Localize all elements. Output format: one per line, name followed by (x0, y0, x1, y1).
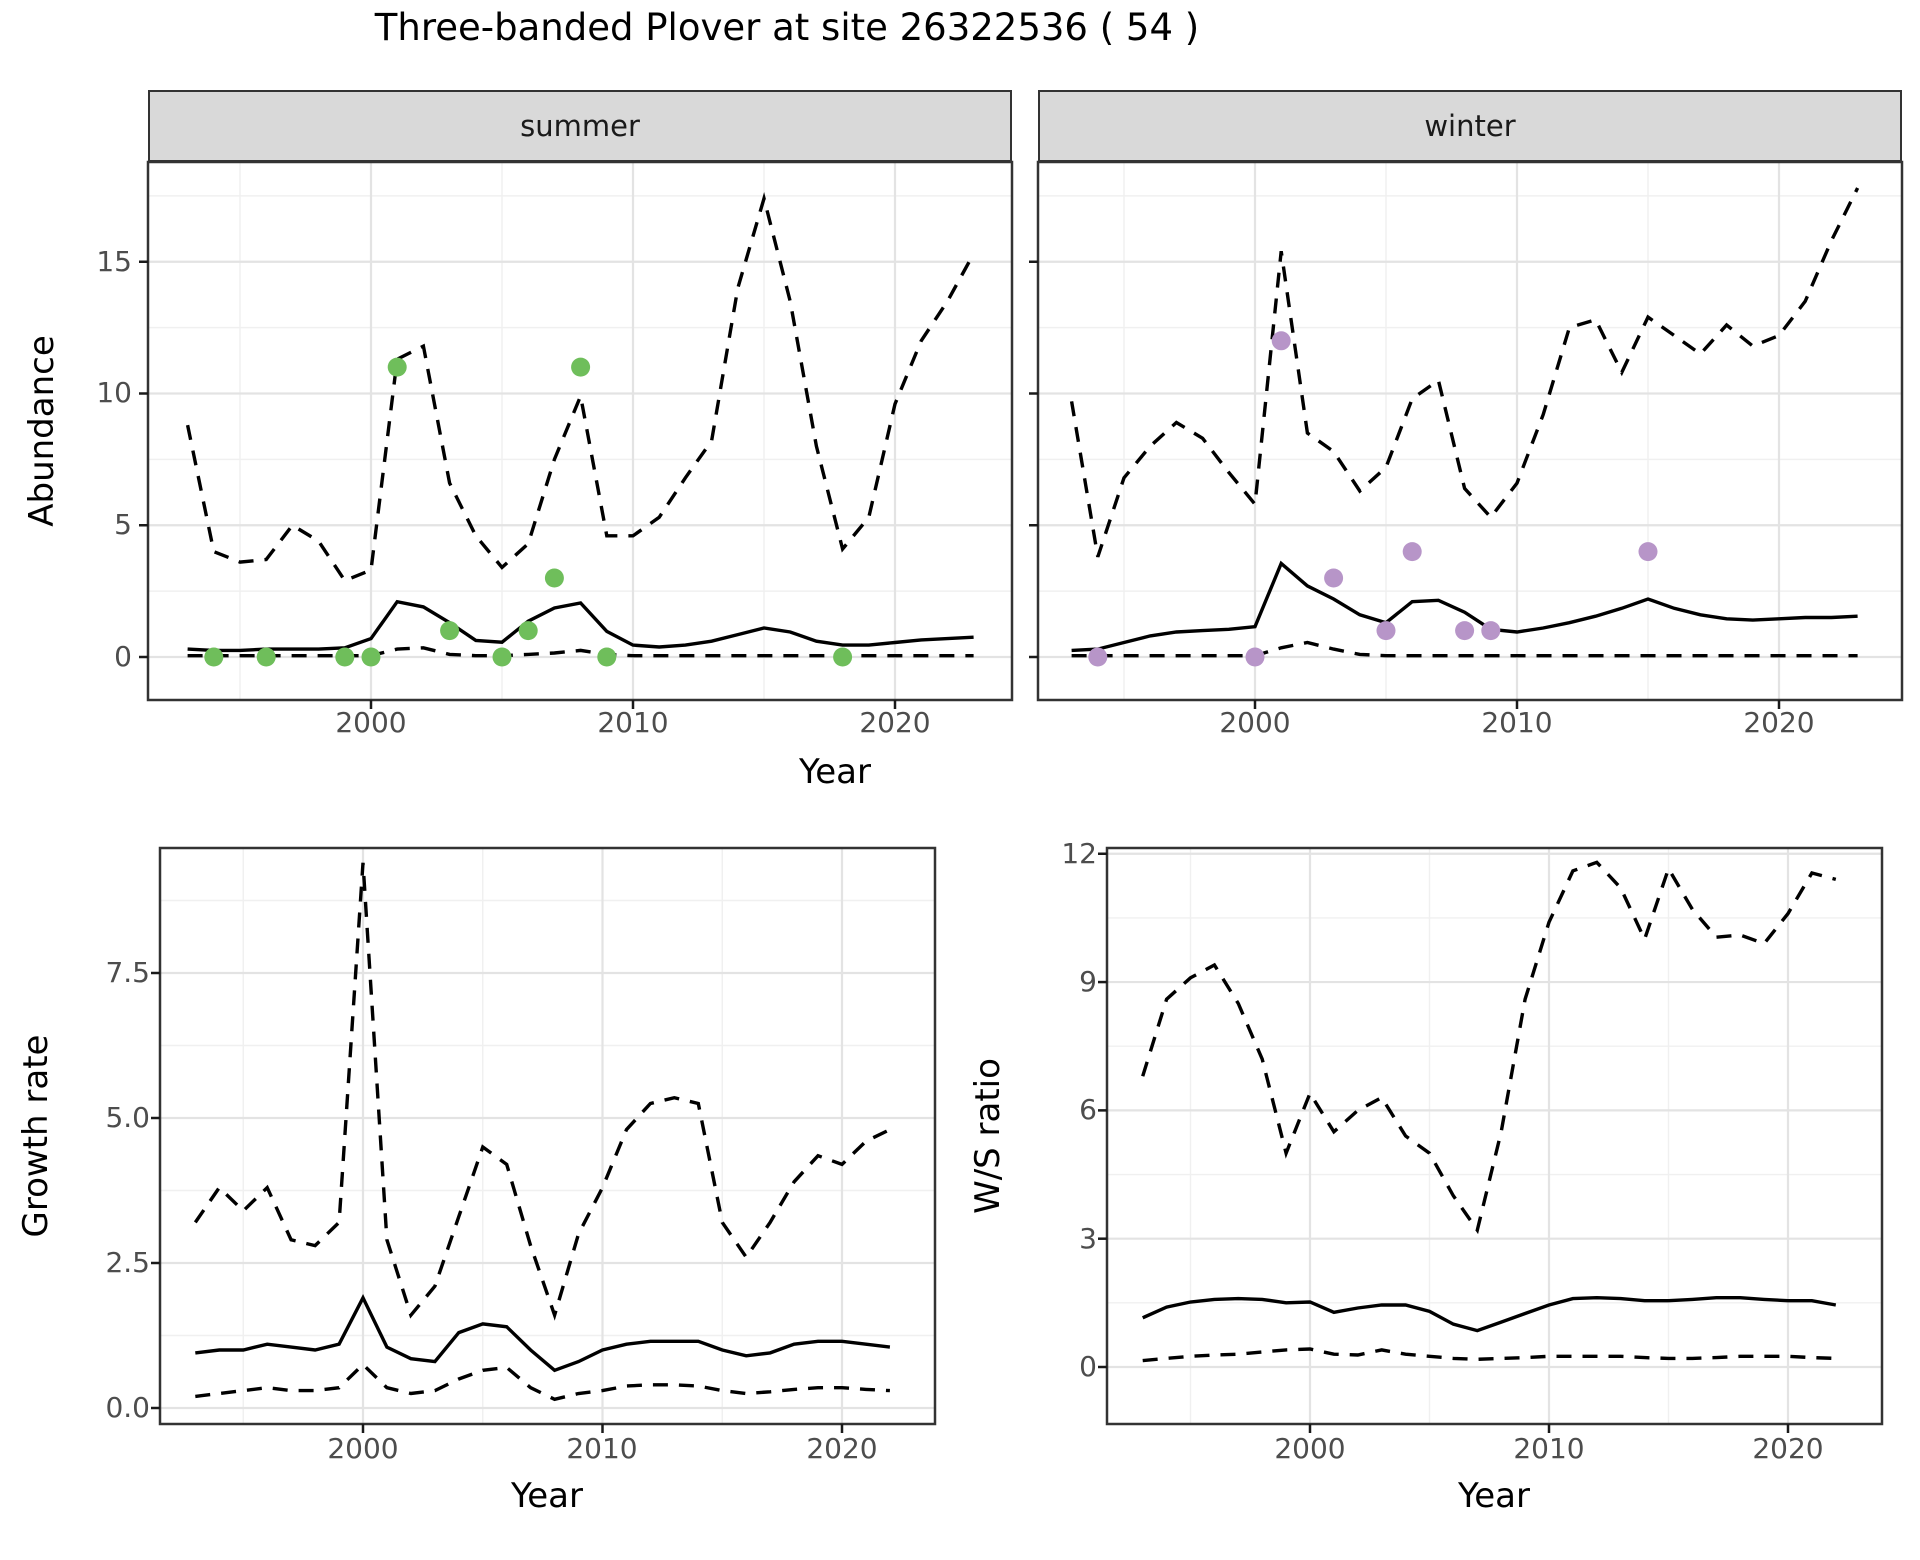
tick-label-ws-2000: 2000 (1274, 1432, 1346, 1465)
summer-observed-point (440, 621, 460, 641)
summer-observed-point (518, 621, 538, 641)
tick-label-summer-2020: 2020 (859, 706, 931, 739)
tick-label-growth-2010: 2010 (566, 1432, 638, 1465)
summer-observed-point (335, 647, 355, 667)
tick-label-ws-9: 9 (1079, 965, 1097, 998)
facet-strip-winter-label: winter (1424, 109, 1516, 143)
summer-observed-point (544, 568, 564, 588)
tick-label-winter-2000: 2000 (1219, 706, 1291, 739)
winter-observed-point (1324, 568, 1344, 588)
ws-panel-border (1105, 846, 1884, 1426)
winter-observed-point (1402, 542, 1422, 562)
ws-upper_ci-line (1141, 860, 1837, 1235)
tick-label-growth-0.0: 0.0 (105, 1391, 150, 1424)
tick-label-abundance-0: 0 (114, 640, 132, 673)
tick-label-abundance-10: 10 (96, 376, 132, 409)
winter-observed-point (1376, 621, 1396, 641)
winter-lower_ci-line (1071, 640, 1858, 658)
panel-ws (1098, 846, 1884, 1433)
tick-label-ws-2010: 2010 (1513, 1432, 1585, 1465)
winter-fit-line (1071, 560, 1858, 653)
tick-label-growth-2.5: 2.5 (105, 1246, 150, 1279)
winter-observed-point (1638, 542, 1658, 562)
tick-label-ws-2020: 2020 (1752, 1432, 1824, 1465)
summer-fit-line (187, 599, 974, 653)
summer-observed-point (492, 647, 512, 667)
tick-label-summer-2000: 2000 (335, 706, 407, 739)
facet-strip-summer-label: summer (520, 109, 640, 143)
winter-observed-point (1088, 647, 1108, 667)
tick-label-winter-2010: 2010 (1481, 706, 1553, 739)
growth-panel-border (158, 846, 937, 1426)
winter-observed-point (1481, 621, 1501, 641)
winter-upper_ci-line (1069, 187, 1860, 558)
summer-observed-point (204, 647, 224, 667)
summer-observed-point (833, 647, 853, 667)
summer-observed-point (361, 647, 381, 667)
tick-label-growth-7.5: 7.5 (105, 956, 150, 989)
summer-observed-point (571, 357, 591, 377)
tick-label-growth-2020: 2020 (806, 1432, 878, 1465)
facet-strip-winter: winter (1038, 90, 1902, 162)
ws-fit-line (1142, 1295, 1837, 1333)
tick-label-ws-0: 0 (1079, 1350, 1097, 1383)
summer-observed-point (597, 647, 617, 667)
summer-observed-point (387, 357, 407, 377)
ws-lower_ci-line (1142, 1347, 1836, 1363)
tick-label-growth-5.0: 5.0 (105, 1101, 150, 1134)
growth-fit-line (195, 1293, 891, 1373)
summer-upper_ci-line (185, 192, 976, 583)
growth-upper_ci-line (193, 862, 891, 1321)
y-axis-title-growth: Growth rate (16, 1034, 56, 1238)
x-axis-title-year-top: Year (799, 752, 871, 792)
x-axis-title-year-ws: Year (1458, 1476, 1530, 1516)
winter-observed-point (1245, 647, 1265, 667)
tick-label-abundance-15: 15 (96, 245, 132, 278)
tick-label-ws-3: 3 (1079, 1222, 1097, 1255)
tick-label-summer-2010: 2010 (597, 706, 669, 739)
tick-label-ws-12: 12 (1061, 837, 1097, 870)
tick-label-ws-6: 6 (1079, 1093, 1097, 1126)
panel-summer (139, 160, 1014, 709)
growth-lower_ci-line (195, 1362, 890, 1402)
panel-growth (151, 846, 937, 1433)
y-axis-title-abundance: Abundance (22, 335, 62, 527)
x-axis-title-year-growth: Year (511, 1476, 583, 1516)
winter-panel-border (1036, 160, 1904, 702)
summer-panel-border (146, 160, 1014, 702)
chart-title: Three-banded Plover at site 26322536 ( 5… (374, 6, 1200, 49)
winter-observed-point (1455, 621, 1475, 641)
summer-observed-point (256, 647, 276, 667)
panel-winter (1029, 160, 1904, 709)
facet-strip-summer: summer (148, 90, 1012, 162)
tick-label-abundance-5: 5 (114, 508, 132, 541)
y-axis-title-ws: W/S ratio (968, 1058, 1008, 1214)
tick-label-winter-2020: 2020 (1743, 706, 1815, 739)
tick-label-growth-2000: 2000 (327, 1432, 399, 1465)
winter-observed-point (1271, 331, 1291, 351)
